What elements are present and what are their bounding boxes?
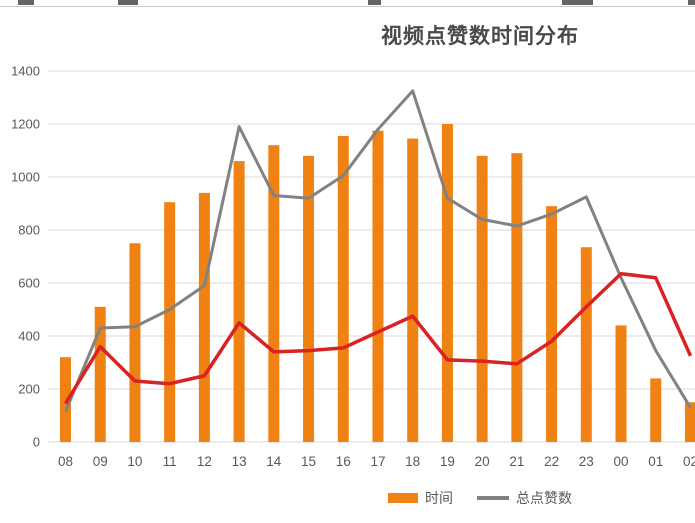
bar bbox=[441, 124, 453, 442]
y-tick-label: 1000 bbox=[11, 170, 40, 185]
bar bbox=[94, 306, 106, 442]
x-tick-label: 20 bbox=[475, 454, 490, 469]
x-tick-label: 13 bbox=[232, 454, 247, 469]
x-tick-label: 17 bbox=[370, 454, 385, 469]
y-tick-label: 600 bbox=[18, 276, 40, 291]
bar bbox=[198, 192, 210, 442]
x-tick-label: 12 bbox=[197, 454, 212, 469]
bar bbox=[546, 206, 558, 442]
chart-title: 视频点赞数时间分布 bbox=[381, 25, 579, 48]
legend-line-swatch bbox=[477, 496, 509, 500]
bar bbox=[233, 161, 245, 442]
bar bbox=[407, 138, 419, 442]
legend-item-total-likes-line: 总点赞数 bbox=[477, 488, 572, 508]
y-tick-label: 800 bbox=[18, 223, 40, 238]
bar bbox=[372, 130, 384, 442]
x-tick-label: 02 bbox=[683, 454, 695, 469]
legend-line-label: 总点赞数 bbox=[516, 490, 572, 506]
x-tick-label: 01 bbox=[648, 454, 663, 469]
top-border-line bbox=[0, 6, 695, 7]
bar bbox=[650, 378, 662, 442]
bar bbox=[511, 153, 523, 442]
x-tick-label: 15 bbox=[301, 454, 316, 469]
y-tick-label: 1400 bbox=[11, 64, 40, 79]
bar bbox=[164, 202, 176, 442]
legend-bar-label: 时间 bbox=[425, 490, 453, 506]
y-tick-label: 1200 bbox=[11, 117, 40, 132]
bar bbox=[303, 155, 315, 443]
x-tick-label: 18 bbox=[405, 454, 420, 469]
x-tick-label: 23 bbox=[579, 454, 594, 469]
y-tick-label: 200 bbox=[18, 382, 40, 397]
x-tick-label: 10 bbox=[127, 454, 142, 469]
x-tick-label: 22 bbox=[544, 454, 559, 469]
total-likes-line bbox=[64, 89, 692, 413]
x-tick-label: 16 bbox=[336, 454, 351, 469]
y-tick-label: 0 bbox=[33, 435, 40, 450]
x-tick-label: 19 bbox=[440, 454, 455, 469]
cropped-text-remnant bbox=[18, 0, 34, 5]
bar bbox=[684, 402, 695, 442]
x-tick-label: 09 bbox=[93, 454, 108, 469]
x-tick-label: 11 bbox=[163, 454, 177, 469]
cropped-text-remnant bbox=[562, 0, 593, 5]
x-tick-label: 00 bbox=[614, 454, 629, 469]
legend-bar-swatch bbox=[388, 493, 418, 503]
bar bbox=[580, 247, 592, 442]
bar bbox=[337, 135, 349, 443]
y-tick-label: 400 bbox=[18, 329, 40, 344]
legend-item-time-bars: 时间 bbox=[388, 488, 453, 508]
x-tick-label: 14 bbox=[266, 454, 282, 469]
cropped-text-remnant bbox=[118, 0, 138, 5]
cropped-text-remnant bbox=[688, 0, 695, 5]
x-tick-label: 21 bbox=[509, 454, 524, 469]
bar bbox=[476, 155, 488, 443]
cropped-text-remnant bbox=[368, 0, 381, 5]
chart-legend: 时间 总点赞数 bbox=[265, 488, 695, 508]
bar bbox=[60, 357, 71, 442]
bar bbox=[268, 145, 280, 442]
bar bbox=[615, 325, 627, 442]
bar bbox=[129, 243, 141, 442]
red-trend-line bbox=[64, 271, 693, 405]
x-tick-label: 08 bbox=[58, 454, 73, 469]
